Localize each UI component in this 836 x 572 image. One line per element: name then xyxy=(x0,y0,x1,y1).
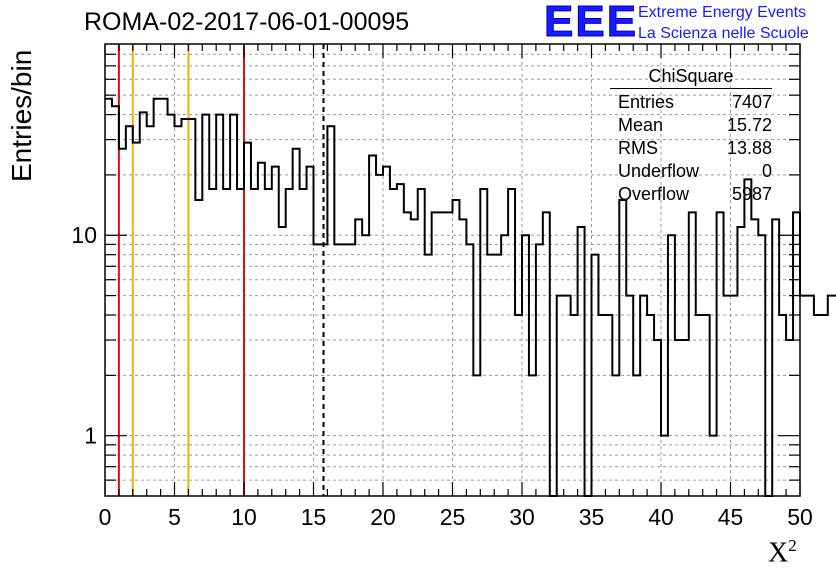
x-tick-label: 0 xyxy=(99,504,112,530)
y-tick-label: 10 xyxy=(71,222,97,248)
stats-label: RMS xyxy=(618,138,658,158)
logo-line-1: Extreme Energy Events xyxy=(638,4,807,21)
x-axis-label-base: X xyxy=(768,537,789,569)
x-tick-label: 5 xyxy=(168,504,181,530)
y-axis-label: Entries/bin xyxy=(6,49,37,182)
stats-value: 5987 xyxy=(731,184,772,204)
x-tick-label: 15 xyxy=(301,504,327,530)
x-tick-label: 20 xyxy=(370,504,396,530)
stats-title: ChiSquare xyxy=(610,66,772,89)
x-axis-label-superscript: 2 xyxy=(788,536,797,555)
stats-row-mean: Mean 15.72 xyxy=(608,114,776,137)
marker-lines xyxy=(117,44,325,496)
x-tick-label: 30 xyxy=(509,504,535,530)
x-axis-label: X2 xyxy=(768,536,797,569)
stats-value: 13.88 xyxy=(726,138,772,158)
x-tick-label: 50 xyxy=(787,504,813,530)
x-tick-label: 10 xyxy=(231,504,257,530)
stats-value: 7407 xyxy=(731,92,772,112)
axis-tick-labels: 0 5 10 15 20 25 30 35 40 45 50 1 10 xyxy=(71,222,812,530)
stats-row-entries: Entries 7407 xyxy=(608,91,776,114)
stats-value: 0 xyxy=(761,161,772,181)
y-tick-label: 1 xyxy=(84,423,97,449)
x-tick-label: 40 xyxy=(648,504,674,530)
stats-label: Underflow xyxy=(618,161,700,181)
stats-row-underflow: Underflow 0 xyxy=(608,160,776,183)
stats-label: Entries xyxy=(618,92,675,112)
eee-logo: EEE xyxy=(543,0,639,46)
x-tick-label: 45 xyxy=(718,504,744,530)
stats-label: Overflow xyxy=(618,184,690,204)
axis-ticks xyxy=(104,44,801,496)
stats-value: 15.72 xyxy=(726,115,772,135)
stats-row-overflow: Overflow 5987 xyxy=(608,183,776,206)
stats-row-rms: RMS 13.88 xyxy=(608,137,776,160)
logo-line-2: La Scienza nelle Scuole xyxy=(638,25,809,42)
x-tick-label: 35 xyxy=(579,504,605,530)
chart-title: ROMA-02-2017-06-01-00095 xyxy=(84,8,410,36)
stats-box: ChiSquare Entries 7407 Mean 15.72 RMS 13.88… xyxy=(608,66,776,206)
stats-label: Mean xyxy=(618,115,664,135)
x-tick-label: 25 xyxy=(440,504,466,530)
